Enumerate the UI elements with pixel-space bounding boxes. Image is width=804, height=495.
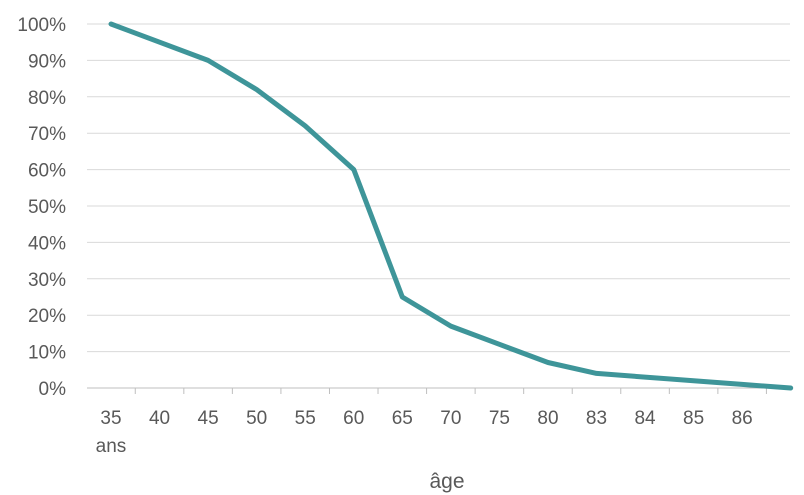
x-tick-label: 50 — [246, 408, 267, 429]
y-tick-label: 50% — [28, 197, 66, 218]
x-tick-label: 70 — [440, 408, 461, 429]
x-tick-label: 40 — [149, 408, 170, 429]
x-tick-label: 84 — [634, 408, 656, 429]
y-tick-label: 30% — [28, 270, 66, 291]
x-tick-label: 80 — [537, 408, 558, 429]
x-tick-label: 60 — [343, 408, 364, 429]
y-tick-label: 90% — [28, 51, 66, 72]
y-tick-label: 40% — [28, 233, 66, 254]
x-tick-label: 83 — [586, 408, 607, 429]
y-tick-label: 20% — [28, 306, 66, 327]
x-tick-label: 65 — [392, 408, 413, 429]
x-tick-label: 45 — [198, 408, 219, 429]
y-tick-label: 60% — [28, 161, 66, 182]
x-tick-label: 75 — [489, 408, 510, 429]
y-tick-label: 10% — [28, 343, 66, 364]
y-axis: 0% 10% 20% 30% 40% 50% 60% 70% 80% 90% 100% — [17, 15, 66, 400]
x-tick-label: 86 — [732, 408, 753, 429]
x-tick-label: 35 — [100, 408, 121, 429]
x-tick-label: 55 — [295, 408, 316, 429]
y-tick-label: 70% — [28, 124, 66, 145]
y-tick-label: 0% — [39, 379, 67, 400]
series-line — [108, 21, 794, 391]
y-tick-label: 80% — [28, 88, 66, 109]
series-layer — [108, 21, 794, 391]
x-axis-title: âge — [429, 470, 464, 493]
x-axis: 35 ans 40 45 50 55 60 65 70 75 80 83 84 85 86 — [96, 388, 767, 457]
gridlines — [87, 23, 790, 353]
x-tick-label-line2: ans — [96, 436, 127, 457]
y-tick-label: 100% — [17, 15, 66, 36]
x-tick-label: 85 — [683, 408, 704, 429]
